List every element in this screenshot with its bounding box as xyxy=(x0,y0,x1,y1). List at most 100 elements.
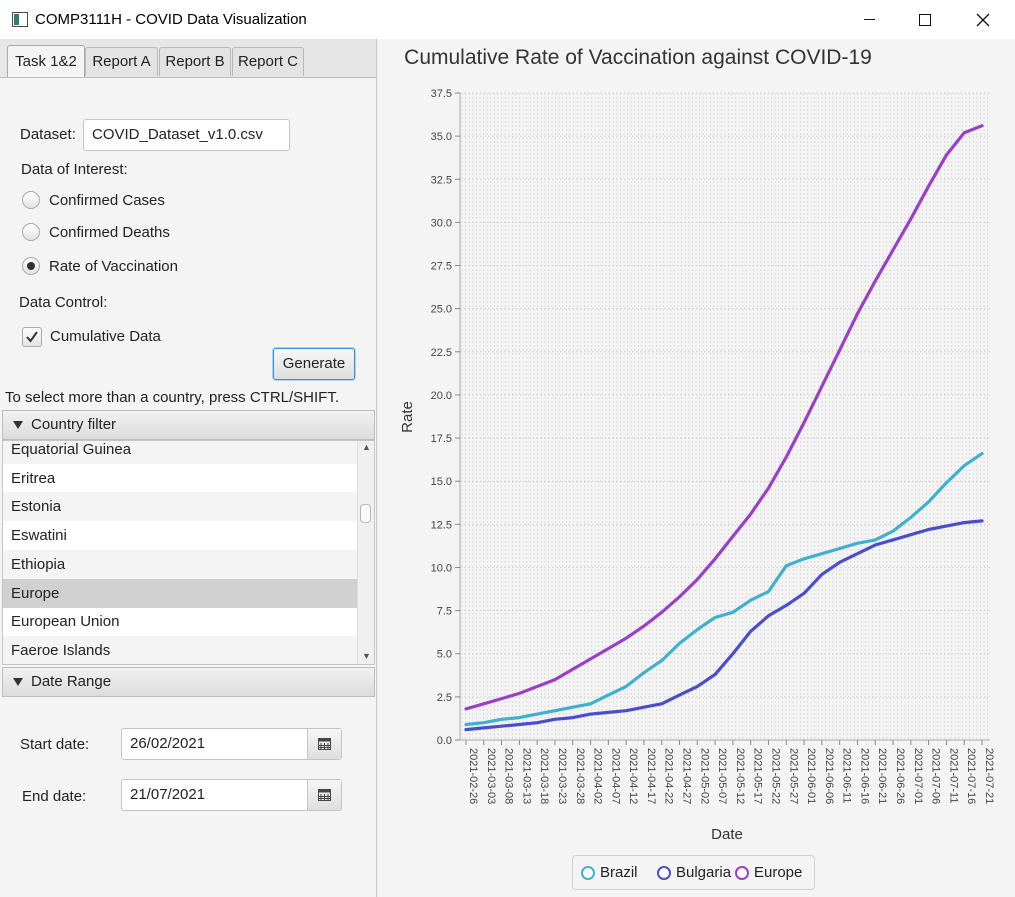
y-tick-label: 0.0 xyxy=(437,735,452,747)
series-line-bulgaria xyxy=(464,519,984,732)
expand-arrow-icon xyxy=(13,678,23,686)
radio-confirmed-cases[interactable] xyxy=(22,191,40,209)
chart-grid xyxy=(460,92,990,741)
x-tick-label: 2021-06-16 xyxy=(858,748,870,804)
y-tick-label: 2.5 xyxy=(437,692,452,704)
legend-marker xyxy=(735,865,749,880)
minimize-icon xyxy=(863,19,875,20)
list-item[interactable]: Estonia xyxy=(3,492,359,521)
scrollbar-thumb[interactable] xyxy=(360,504,371,523)
end-date-calendar-button[interactable] xyxy=(307,780,341,810)
list-item[interactable]: Faeroe Islands xyxy=(3,636,359,664)
x-tick-label: 2021-07-16 xyxy=(965,748,977,804)
end-date-picker[interactable]: 21/07/2021 xyxy=(121,779,342,811)
y-tick-label: 35.0 xyxy=(431,131,452,143)
list-item[interactable]: Equatorial Guinea xyxy=(3,441,359,464)
radio-rate-of-vaccination[interactable] xyxy=(22,257,40,275)
x-tick-label: 2021-04-07 xyxy=(609,748,621,804)
date-range-header[interactable]: Date Range xyxy=(2,667,375,697)
y-tick-label: 5.0 xyxy=(437,649,452,661)
start-date-value[interactable]: 26/02/2021 xyxy=(130,735,206,752)
calendar-icon xyxy=(318,789,331,801)
list-item-selected[interactable]: Europe xyxy=(3,579,359,608)
y-tick-label: 37.5 xyxy=(431,88,452,100)
x-tick-label: 2021-06-11 xyxy=(841,748,853,803)
x-tick-label: 2021-06-06 xyxy=(823,748,835,804)
list-item[interactable]: Eswatini xyxy=(11,527,67,544)
minimize-button[interactable] xyxy=(846,0,892,39)
legend-item-brazil: Brazil xyxy=(581,864,638,881)
y-tick-label: 20.0 xyxy=(431,390,452,402)
x-tick-label: 2021-02-26 xyxy=(467,748,479,804)
legend-label: Bulgaria xyxy=(676,864,732,881)
scroll-up-icon[interactable]: ▲ xyxy=(362,442,371,452)
list-scrollbar[interactable]: ▲ ▼ xyxy=(357,441,374,664)
y-tick-label: 12.5 xyxy=(431,519,452,531)
list-item[interactable]: European Union xyxy=(11,613,120,630)
x-tick-label: 2021-05-02 xyxy=(698,748,710,804)
dataset-field[interactable]: COVID_Dataset_v1.0.csv xyxy=(83,119,290,151)
interest-label: Data of Interest: xyxy=(21,161,128,178)
tab-report-a[interactable]: Report A xyxy=(85,47,158,76)
legend-label: Europe xyxy=(754,864,803,881)
y-tick-label: 27.5 xyxy=(431,261,452,273)
close-button[interactable] xyxy=(960,0,1006,39)
tab-bar: Task 1&2 Report A Report B Report C xyxy=(0,39,376,78)
data-control-label: Data Control: xyxy=(19,294,108,311)
y-tick-label: 17.5 xyxy=(431,433,452,445)
y-tick-label: 32.5 xyxy=(431,174,452,186)
cumulative-label: Cumulative Data xyxy=(50,328,161,345)
series-line-europe xyxy=(464,124,984,711)
x-tick-label: 2021-05-12 xyxy=(734,748,746,804)
legend-label: Brazil xyxy=(600,864,638,881)
chart-legend: Brazil Bulgaria Europe xyxy=(572,855,815,890)
x-tick-label: 2021-05-22 xyxy=(769,748,781,804)
x-tick-label: 2021-03-08 xyxy=(503,748,515,804)
legend-item-europe: Europe xyxy=(735,864,802,881)
list-item[interactable]: Eritrea xyxy=(11,470,56,487)
end-date-label: End date: xyxy=(22,788,87,805)
radio-confirmed-deaths[interactable] xyxy=(22,223,40,241)
x-tick-label: 2021-07-01 xyxy=(912,748,924,804)
start-date-calendar-button[interactable] xyxy=(307,729,341,759)
y-tick-label: 30.0 xyxy=(431,217,452,229)
country-filter-title: Country filter xyxy=(31,416,117,433)
tab-task-1-2[interactable]: Task 1&2 xyxy=(7,45,85,77)
y-tick-label: 15.0 xyxy=(431,476,452,488)
legend-item-bulgaria: Bulgaria xyxy=(657,864,731,881)
check-icon xyxy=(26,331,38,343)
y-tick-label: 10.0 xyxy=(431,562,452,574)
radio-confirmed-cases-label: Confirmed Cases xyxy=(49,192,165,209)
window-titlebar: COMP3111H - COVID Data Visualization xyxy=(0,0,1015,39)
generate-button[interactable]: Generate xyxy=(273,348,355,380)
x-tick-label: 2021-07-11 xyxy=(947,748,959,803)
cumulative-checkbox[interactable] xyxy=(22,327,42,347)
x-tick-label: 2021-06-21 xyxy=(876,748,888,804)
country-list[interactable]: Equatorial Guinea Eritrea Estonia Eswati… xyxy=(2,440,375,665)
x-tick-label: 2021-06-01 xyxy=(805,748,817,804)
tab-report-b[interactable]: Report B xyxy=(159,47,231,76)
y-axis: 0.0 2.5 5.0 7.5 10.0 12.5 15.0 17.5 20.0 22.5 25.0… xyxy=(431,88,461,747)
date-range-title: Date Range xyxy=(31,673,112,690)
start-date-picker[interactable]: 26/02/2021 xyxy=(121,728,342,760)
end-date-value[interactable]: 21/07/2021 xyxy=(130,786,206,803)
tab-report-c[interactable]: Report C xyxy=(232,47,304,76)
y-tick-label: 7.5 xyxy=(437,606,452,618)
calendar-icon xyxy=(318,738,331,750)
legend-marker xyxy=(581,865,595,880)
x-tick-label: 2021-04-27 xyxy=(681,748,693,804)
x-tick-label: 2021-05-07 xyxy=(716,748,728,804)
x-tick-label: 2021-03-03 xyxy=(485,748,497,804)
x-tick-label: 2021-04-22 xyxy=(663,748,675,804)
start-date-label: Start date: xyxy=(20,736,90,753)
x-tick-label: 2021-04-12 xyxy=(627,748,639,804)
chart-title: Cumulative Rate of Vaccination against C… xyxy=(404,46,872,69)
scroll-down-icon[interactable]: ▼ xyxy=(362,651,371,661)
y-tick-label: 22.5 xyxy=(431,347,452,359)
country-filter-header[interactable]: Country filter xyxy=(2,410,375,440)
y-tick-label: 25.0 xyxy=(431,304,452,316)
maximize-button[interactable] xyxy=(902,0,948,39)
list-item[interactable]: Ethiopia xyxy=(3,550,359,579)
x-tick-label: 2021-04-17 xyxy=(645,748,657,804)
legend-marker xyxy=(657,865,671,880)
